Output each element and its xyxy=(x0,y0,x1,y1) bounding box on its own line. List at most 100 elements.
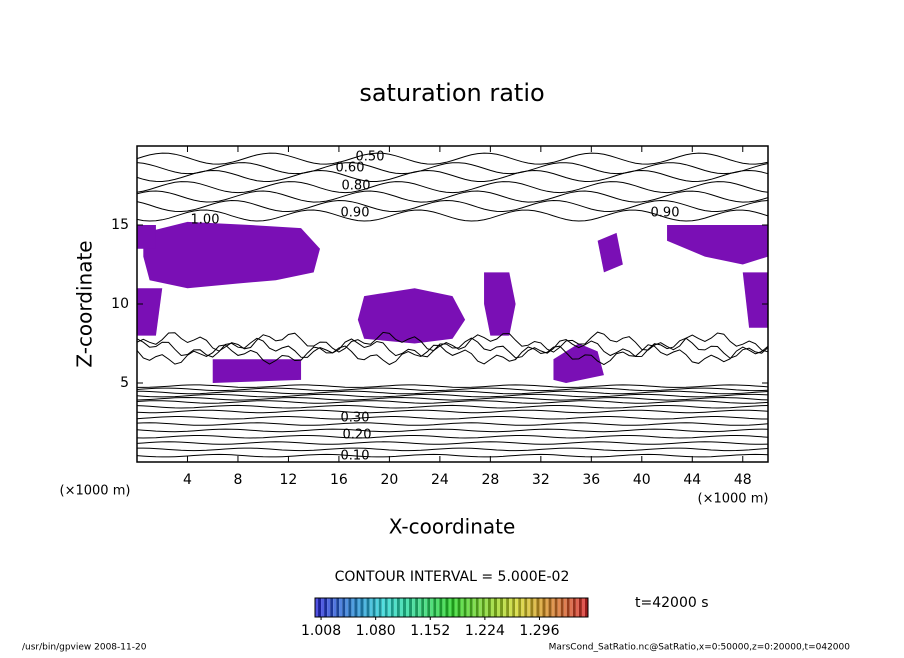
colorbar-cell xyxy=(412,598,416,617)
colorbar-cell xyxy=(503,598,507,617)
shaded-region xyxy=(357,288,466,344)
y-tick-label: 15 xyxy=(111,217,129,233)
time-label: t=42000 s xyxy=(635,595,709,611)
colorbar-cell xyxy=(351,598,355,617)
colorbar-cell xyxy=(533,598,537,617)
colorbar-cell xyxy=(472,598,476,617)
colorbar-cell xyxy=(493,598,497,617)
contour-line xyxy=(136,152,769,165)
contour-label: 0.10 xyxy=(341,449,370,464)
contour-label: 0.50 xyxy=(356,150,385,165)
colorbar-cell xyxy=(396,598,400,617)
colorbar-cell xyxy=(542,598,546,617)
colorbar-cell xyxy=(481,598,485,617)
contour-label: 1.00 xyxy=(191,213,220,228)
contour-label: 0.90 xyxy=(341,206,370,221)
contour-line xyxy=(136,209,769,222)
contour-line xyxy=(136,400,769,404)
x-tick-label: 44 xyxy=(683,472,701,488)
colorbar-cell xyxy=(439,598,443,617)
colorbar-cell xyxy=(548,598,552,617)
colorbar-tick-label: 1.152 xyxy=(410,623,450,639)
contour-line xyxy=(136,190,769,203)
colorbar-cell xyxy=(421,598,425,617)
colorbar-cell xyxy=(357,598,361,617)
colorbar-cell xyxy=(327,598,331,617)
contour-line xyxy=(136,416,768,420)
colorbar-cell xyxy=(478,598,482,617)
colorbar-cell xyxy=(402,598,406,617)
colorbar-cell xyxy=(454,598,458,617)
colorbar-cell xyxy=(569,598,573,617)
colorbar-cell xyxy=(433,598,437,617)
colorbar-cell xyxy=(484,598,488,617)
x-unit: (×1000 m) xyxy=(698,492,769,507)
colorbar-cell xyxy=(563,598,567,617)
colorbar-cell xyxy=(469,598,473,617)
colorbar-tick-label: 1.224 xyxy=(465,623,505,639)
colorbar-cell xyxy=(451,598,455,617)
colorbar-cell xyxy=(490,598,494,617)
colorbar-cell xyxy=(321,598,325,617)
contour-line xyxy=(136,344,769,366)
y-unit: (×1000 m) xyxy=(60,484,131,499)
colorbar-cell xyxy=(551,598,555,617)
shaded-region xyxy=(137,288,163,336)
colorbar-cell xyxy=(384,598,388,617)
colorbar-cell xyxy=(354,598,358,617)
colorbar-cell xyxy=(545,598,549,617)
shaded-region xyxy=(667,225,768,265)
colorbar-cell xyxy=(339,598,343,617)
colorbar-cell xyxy=(554,598,558,617)
contour-line xyxy=(136,453,769,458)
contour-label: 0.90 xyxy=(651,206,680,221)
shaded-region xyxy=(553,343,604,383)
colorbar-cell xyxy=(506,598,510,617)
colorbar-cell xyxy=(445,598,449,617)
x-tick-label: 24 xyxy=(431,472,449,488)
contour-line xyxy=(136,409,769,414)
colorbar-cell xyxy=(527,598,531,617)
colorbar-cell xyxy=(342,598,346,617)
colorbar-cell xyxy=(418,598,422,617)
colorbar-cell xyxy=(366,598,370,617)
contour-line xyxy=(136,199,769,213)
footer-right: MarsCond_SatRatio.nc@SatRatio,x=0:50000,… xyxy=(549,643,851,653)
colorbar-cell xyxy=(378,598,382,617)
colorbar-cell xyxy=(409,598,413,617)
colorbar-cell xyxy=(466,598,470,617)
x-tick-label: 32 xyxy=(532,472,550,488)
colorbar-cell xyxy=(463,598,467,617)
colorbar-cell xyxy=(360,598,364,617)
contour-line xyxy=(136,169,769,183)
shaded-region xyxy=(137,225,156,249)
contour-line xyxy=(136,428,769,433)
colorbar-cell xyxy=(536,598,540,617)
colorbar-cell xyxy=(575,598,579,617)
colorbar-cell xyxy=(348,598,352,617)
contour-line xyxy=(136,435,769,439)
x-tick-label: 12 xyxy=(280,472,298,488)
colorbar-cell xyxy=(457,598,461,617)
x-tick-label: 16 xyxy=(330,472,348,488)
x-axis-label: X-coordinate xyxy=(389,515,516,539)
colorbar-tick-label: 1.080 xyxy=(356,623,396,639)
colorbar-cell xyxy=(521,598,525,617)
colorbar-cell xyxy=(315,598,319,617)
y-tick-label: 5 xyxy=(120,375,129,391)
colorbar-cell xyxy=(415,598,419,617)
colorbar-cell xyxy=(336,598,340,617)
colorbar-cell xyxy=(333,598,337,617)
colorbar-tick-label: 1.296 xyxy=(519,623,559,639)
colorbar-cell xyxy=(560,598,564,617)
contour-line xyxy=(136,390,769,395)
colorbar-cell xyxy=(475,598,479,617)
shaded-region xyxy=(212,359,302,383)
colorbar-cell xyxy=(509,598,513,617)
colorbar-cell xyxy=(406,598,410,617)
colorbar-cell xyxy=(497,598,501,617)
y-axis-label: Z-coordinate xyxy=(73,240,97,367)
colorbar-tick-label: 1.008 xyxy=(301,623,341,639)
colorbar-cell xyxy=(372,598,376,617)
